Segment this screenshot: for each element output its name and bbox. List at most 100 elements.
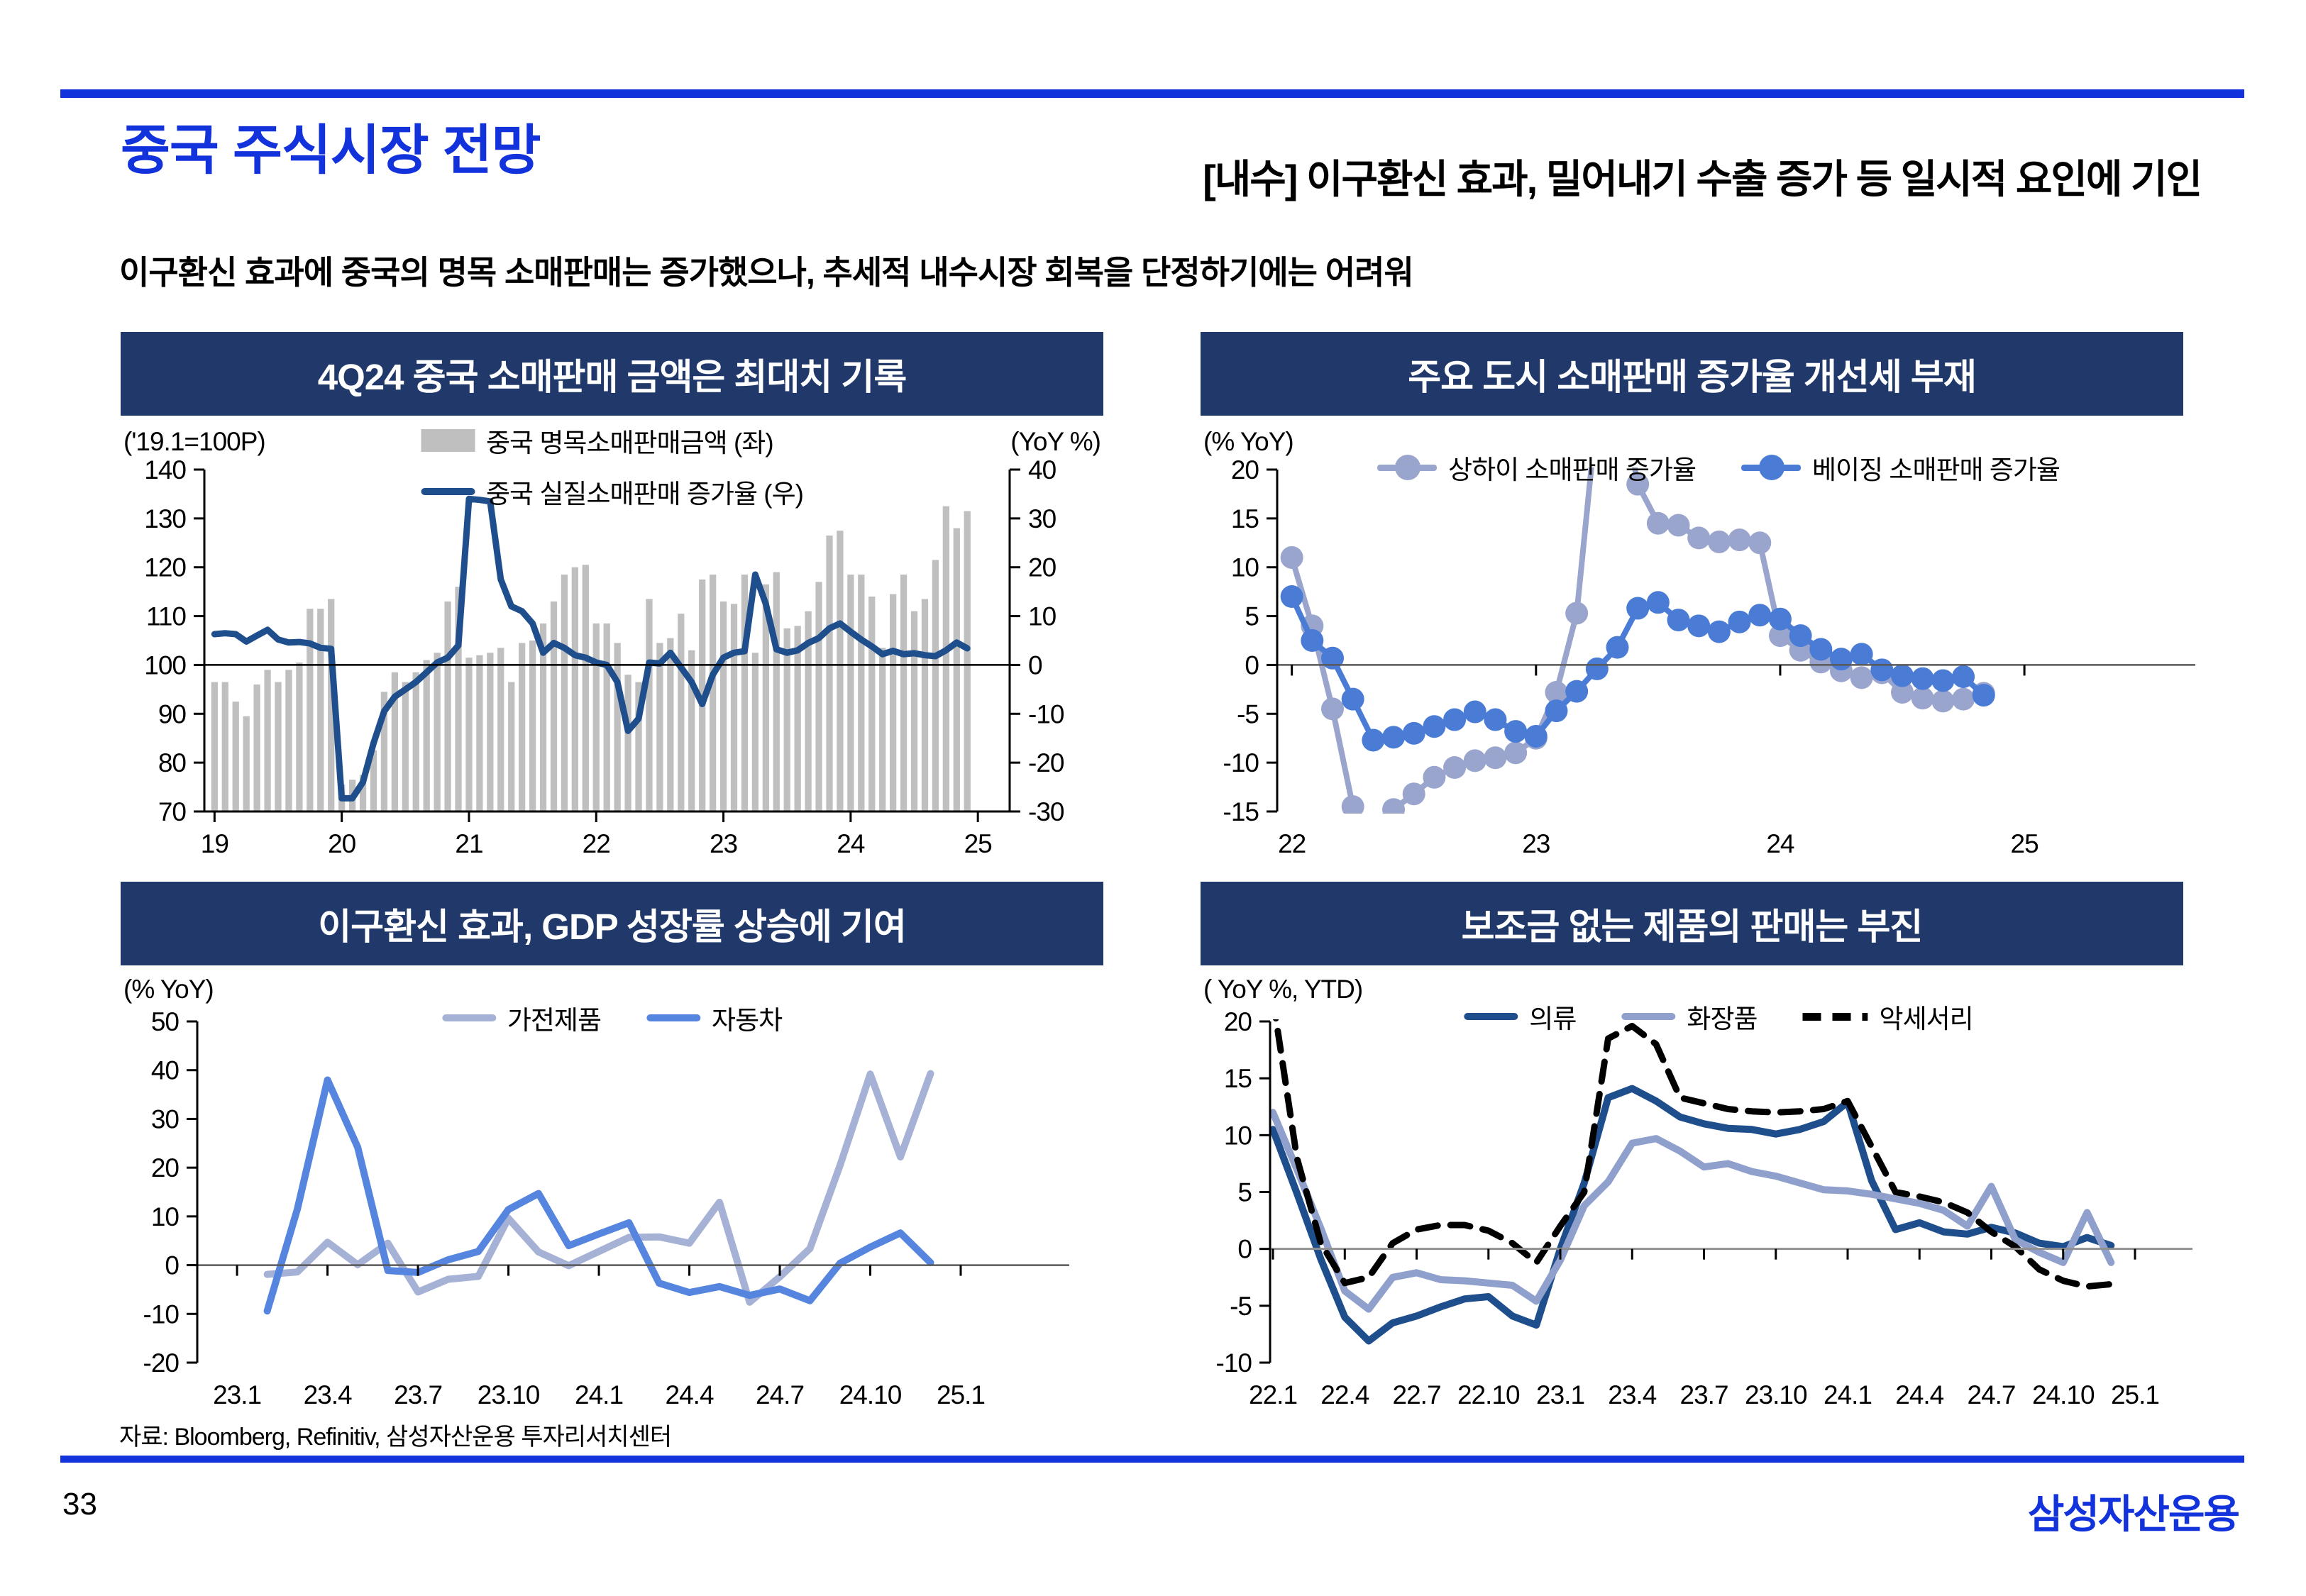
- legend-item: 화장품: [1621, 997, 1758, 1036]
- chart1-legend: 중국 명목소매판매금액 (좌) 중국 실질소매판매 증가율 (우): [421, 421, 804, 511]
- legend-item: 악세서리: [1802, 997, 1974, 1036]
- svg-text:-20: -20: [1028, 748, 1064, 777]
- svg-text:5: 5: [1245, 602, 1259, 631]
- chart4-area: ( YoY %, YTD) 의류 화장품 악세서리 -10 -5 0 5 10 15 20 2…: [1201, 966, 2236, 1431]
- svg-text:0: 0: [1237, 1235, 1252, 1264]
- svg-text:0: 0: [1028, 650, 1042, 680]
- panel3-header: 이구환신 효과, GDP 성장률 상승에 기여: [121, 882, 1103, 965]
- svg-text:23.4: 23.4: [304, 1380, 352, 1409]
- subtitle: 이구환신 효과에 중국의 명목 소매판매는 증가했으나, 추세적 내수시장 회복…: [119, 254, 1414, 291]
- shanghai-swatch-icon: [1377, 454, 1438, 480]
- svg-text:24.4: 24.4: [1895, 1380, 1943, 1409]
- svg-text:24.1: 24.1: [1824, 1380, 1872, 1409]
- chart3-area: (% YoY) 가전제품 자동차 -20 -10 0 10 20 30 40 50 23.1 23…: [121, 966, 1103, 1431]
- legend-label: 중국 실질소매판매 증가율 (우): [486, 480, 804, 509]
- company-logo: 삼성자산운용: [2027, 1492, 2240, 1536]
- svg-text:23.10: 23.10: [1745, 1380, 1807, 1409]
- svg-text:23.7: 23.7: [394, 1380, 442, 1409]
- svg-text:30: 30: [1028, 504, 1057, 533]
- svg-text:23: 23: [1522, 829, 1550, 858]
- svg-text:23: 23: [710, 829, 737, 858]
- legend-item: 상하이 소매판매 증가율: [1377, 448, 1697, 487]
- svg-text:20: 20: [1028, 553, 1057, 582]
- panel2-header: 주요 도시 소매판매 증가율 개선세 부재: [1201, 332, 2183, 416]
- svg-text:25.1: 25.1: [937, 1380, 985, 1409]
- accessory-swatch-icon: [1802, 1012, 1868, 1021]
- svg-text:5: 5: [1237, 1178, 1252, 1207]
- chart1-area: ('19.1=100P) (YoY %) 중국 명목소매판매금액 (좌) 중국 …: [121, 419, 1103, 880]
- chart2-unit: (% YoY): [1203, 427, 1294, 456]
- svg-text:22: 22: [1278, 829, 1306, 858]
- chart4-legend: 의류 화장품 악세서리: [1464, 997, 1974, 1036]
- svg-text:70: 70: [158, 797, 187, 826]
- cosmetics-swatch-icon: [1621, 1013, 1676, 1020]
- auto-swatch-icon: [646, 1014, 701, 1021]
- chart3-legend: 가전제품 자동차: [441, 999, 783, 1037]
- svg-text:10: 10: [1028, 602, 1057, 631]
- source-note: 자료: Bloomberg, Refinitiv, 삼성자산운용 투자리서치센터: [119, 1424, 672, 1451]
- panel1-title: 4Q24 중국 소매판매 금액은 최대치 기록: [317, 357, 907, 397]
- city-retail-growth-chart: -15 -10 -5 0 5 10 15 20 22 23 24 25: [1201, 419, 2236, 880]
- svg-text:20: 20: [328, 829, 356, 858]
- legend-label: 의류: [1529, 1004, 1577, 1033]
- svg-text:0: 0: [1245, 650, 1259, 680]
- svg-text:-15: -15: [1223, 797, 1259, 826]
- header-note: [내수] 이구환신 효과, 밀어내기 수출 증가 등 일시적 요인에 기인: [1203, 157, 2202, 201]
- legend-label: 중국 명목소매판매금액 (좌): [486, 428, 774, 458]
- svg-text:-10: -10: [1223, 748, 1259, 777]
- page-number: 33: [62, 1487, 97, 1522]
- legend-label: 가전제품: [507, 1006, 602, 1035]
- svg-text:23.1: 23.1: [1536, 1380, 1584, 1409]
- beijing-swatch-icon: [1741, 454, 1801, 480]
- bottom-rule: [60, 1456, 2244, 1463]
- svg-text:-10: -10: [1028, 699, 1064, 728]
- svg-text:24.7: 24.7: [1968, 1380, 2016, 1409]
- retail-sales-index-chart: 70 80 90 100 110 120 130 140 -30 -20 -10 0 10 20 30 40 1…: [121, 419, 1103, 880]
- chart1-unit-left: ('19.1=100P): [123, 427, 266, 456]
- svg-text:24: 24: [1766, 829, 1794, 858]
- legend-label: 자동차: [712, 1006, 783, 1035]
- svg-text:15: 15: [1224, 1064, 1252, 1093]
- legend-label: 베이징 소매판매 증가율: [1812, 455, 2060, 484]
- svg-text:24.1: 24.1: [575, 1380, 623, 1409]
- line-swatch-icon: [421, 488, 475, 495]
- svg-text:24.4: 24.4: [666, 1380, 714, 1409]
- svg-text:130: 130: [144, 504, 186, 533]
- svg-text:20: 20: [151, 1153, 180, 1182]
- chart2-legend: 상하이 소매판매 증가율 베이징 소매판매 증가율: [1377, 448, 2060, 487]
- svg-text:23.4: 23.4: [1608, 1380, 1656, 1409]
- svg-text:25: 25: [2011, 829, 2039, 858]
- svg-text:90: 90: [158, 699, 187, 728]
- svg-text:19: 19: [201, 829, 228, 858]
- svg-text:-20: -20: [143, 1348, 180, 1378]
- svg-text:80: 80: [158, 748, 187, 777]
- svg-text:22: 22: [583, 829, 610, 858]
- svg-text:23.7: 23.7: [1680, 1380, 1728, 1409]
- legend-item: 베이징 소매판매 증가율: [1741, 448, 2060, 487]
- legend-label: 화장품: [1687, 1004, 1758, 1033]
- svg-text:-30: -30: [1028, 797, 1064, 826]
- marker-dot-icon: [1759, 454, 1784, 480]
- chart1-unit-right: (YoY %): [1010, 427, 1101, 456]
- svg-text:100: 100: [144, 650, 186, 680]
- svg-text:22.10: 22.10: [1457, 1380, 1520, 1409]
- svg-text:120: 120: [144, 553, 186, 582]
- svg-text:24.10: 24.10: [839, 1380, 902, 1409]
- svg-text:22.4: 22.4: [1320, 1380, 1369, 1409]
- svg-text:-5: -5: [1230, 1292, 1252, 1321]
- svg-text:-10: -10: [1216, 1348, 1252, 1378]
- svg-text:23.1: 23.1: [213, 1380, 261, 1409]
- panel1-header: 4Q24 중국 소매판매 금액은 최대치 기록: [121, 332, 1103, 416]
- legend-item: 의류: [1464, 997, 1577, 1036]
- legend-label: 상하이 소매판매 증가율: [1448, 455, 1697, 484]
- svg-text:140: 140: [144, 455, 186, 484]
- legend-item: 자동차: [646, 999, 783, 1037]
- bar-swatch-icon: [421, 429, 475, 452]
- legend-item: 중국 명목소매판매금액 (좌): [421, 421, 774, 460]
- svg-text:10: 10: [1231, 553, 1259, 582]
- top-rule: [60, 89, 2244, 98]
- svg-text:25: 25: [964, 829, 993, 858]
- legend-label: 악세서리: [1879, 1004, 1974, 1033]
- svg-text:21: 21: [455, 829, 482, 858]
- clothing-swatch-icon: [1464, 1013, 1518, 1020]
